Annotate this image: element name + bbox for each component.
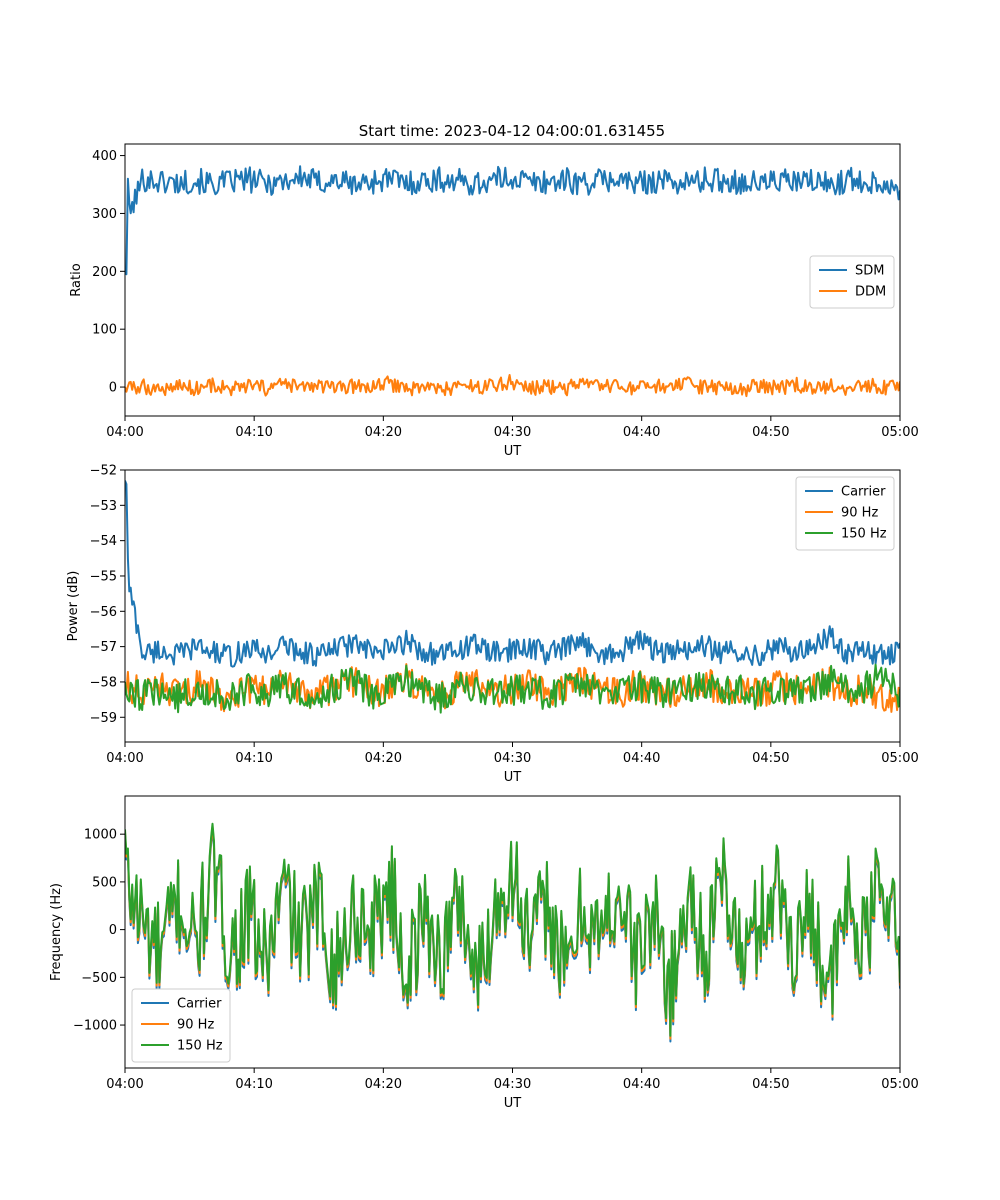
y-tick-label: −56 (90, 605, 117, 620)
series-group (125, 165, 900, 398)
y-tick-label: 100 (92, 323, 117, 338)
y-tick-label: −52 (90, 464, 117, 479)
x-tick-label: 04:20 (365, 1077, 402, 1092)
y-axis-label: Ratio (69, 263, 84, 296)
x-tick-label: 04:30 (494, 425, 531, 440)
x-axis-label: UT (504, 444, 522, 459)
x-tick-label: 04:30 (494, 1077, 531, 1092)
legend: Carrier 90 Hz 150 Hz (131, 988, 231, 1063)
series-line-2 (125, 374, 900, 398)
y-tick-label: −57 (90, 640, 117, 655)
x-tick-label: 04:00 (106, 425, 143, 440)
x-tick-label: 05:00 (881, 751, 918, 766)
legend-entry: Carrier (177, 997, 222, 1012)
series-line-3 (125, 663, 900, 714)
x-tick-label: 04:50 (752, 1077, 789, 1092)
x-tick-label: 04:40 (623, 751, 660, 766)
y-tick-label: 1000 (84, 828, 117, 843)
x-tick-label: 04:10 (235, 1077, 272, 1092)
x-tick-label: 04:00 (106, 751, 143, 766)
x-tick-label: 04:50 (752, 751, 789, 766)
legend-entry: 90 Hz (177, 1018, 214, 1033)
legend-box (131, 988, 231, 1063)
legend-entry: 90 Hz (841, 506, 878, 521)
y-tick-label: −59 (90, 711, 117, 726)
y-tick-label: −500 (81, 971, 117, 986)
series-group (125, 822, 900, 1043)
chart-panel-1: 04:00 04:10 04:20 04:30 04:40 04:50 05:00 0 100 2… (69, 143, 919, 459)
legend: Carrier 90 Hz 150 Hz (795, 476, 895, 551)
x-tick-label: 04:30 (494, 751, 531, 766)
x-tick-label: 05:00 (881, 425, 918, 440)
legend-box (795, 476, 895, 551)
legend-entry: 150 Hz (177, 1039, 223, 1054)
y-tick-label: 300 (92, 207, 117, 222)
y-tick-label: −53 (90, 499, 117, 514)
x-tick-label: 04:20 (365, 425, 402, 440)
series-line-3 (125, 822, 900, 1037)
legend-entry: Carrier (841, 485, 886, 500)
legend-entry: DDM (855, 285, 886, 300)
y-tick-label: −1000 (73, 1019, 117, 1034)
figure-title: Start time: 2023-04-12 04:00:01.631455 (359, 122, 665, 140)
panels: 04:00 04:10 04:20 04:30 04:40 04:50 05:00 0 100 2… (49, 143, 919, 1111)
x-tick-label: 04:50 (752, 425, 789, 440)
legend-entry: 150 Hz (841, 527, 887, 542)
y-tick-label: −55 (90, 569, 117, 584)
x-tick-label: 04:00 (106, 1077, 143, 1092)
y-axis-label: Power (dB) (66, 571, 81, 642)
x-tick-label: 04:20 (365, 751, 402, 766)
x-axis-label: UT (504, 770, 522, 785)
x-axis-label: UT (504, 1096, 522, 1111)
x-tick-label: 05:00 (881, 1077, 918, 1092)
x-tick-label: 04:40 (623, 425, 660, 440)
y-tick-label: −54 (90, 534, 117, 549)
series-line-1 (125, 480, 900, 668)
y-tick-label: 0 (109, 923, 117, 938)
x-tick-label: 04:10 (235, 425, 272, 440)
y-tick-label: 200 (92, 265, 117, 280)
series-group (125, 480, 900, 714)
y-tick-label: 0 (109, 381, 117, 396)
legend-entry: SDM (855, 264, 884, 279)
y-tick-label: −58 (90, 675, 117, 690)
x-tick-label: 04:40 (623, 1077, 660, 1092)
chart-panel-3: 04:00 04:10 04:20 04:30 04:40 04:50 05:00 −1000… (49, 795, 919, 1111)
series-line-1 (125, 165, 900, 276)
y-tick-label: 400 (92, 149, 117, 164)
legend: SDM DDM (809, 255, 895, 309)
y-axis-label: Frequency (Hz) (49, 883, 64, 981)
chart-panel-2: 04:00 04:10 04:20 04:30 04:40 04:50 05:00 −52 −5… (66, 464, 919, 786)
x-tick-label: 04:10 (235, 751, 272, 766)
y-tick-label: 500 (92, 875, 117, 890)
